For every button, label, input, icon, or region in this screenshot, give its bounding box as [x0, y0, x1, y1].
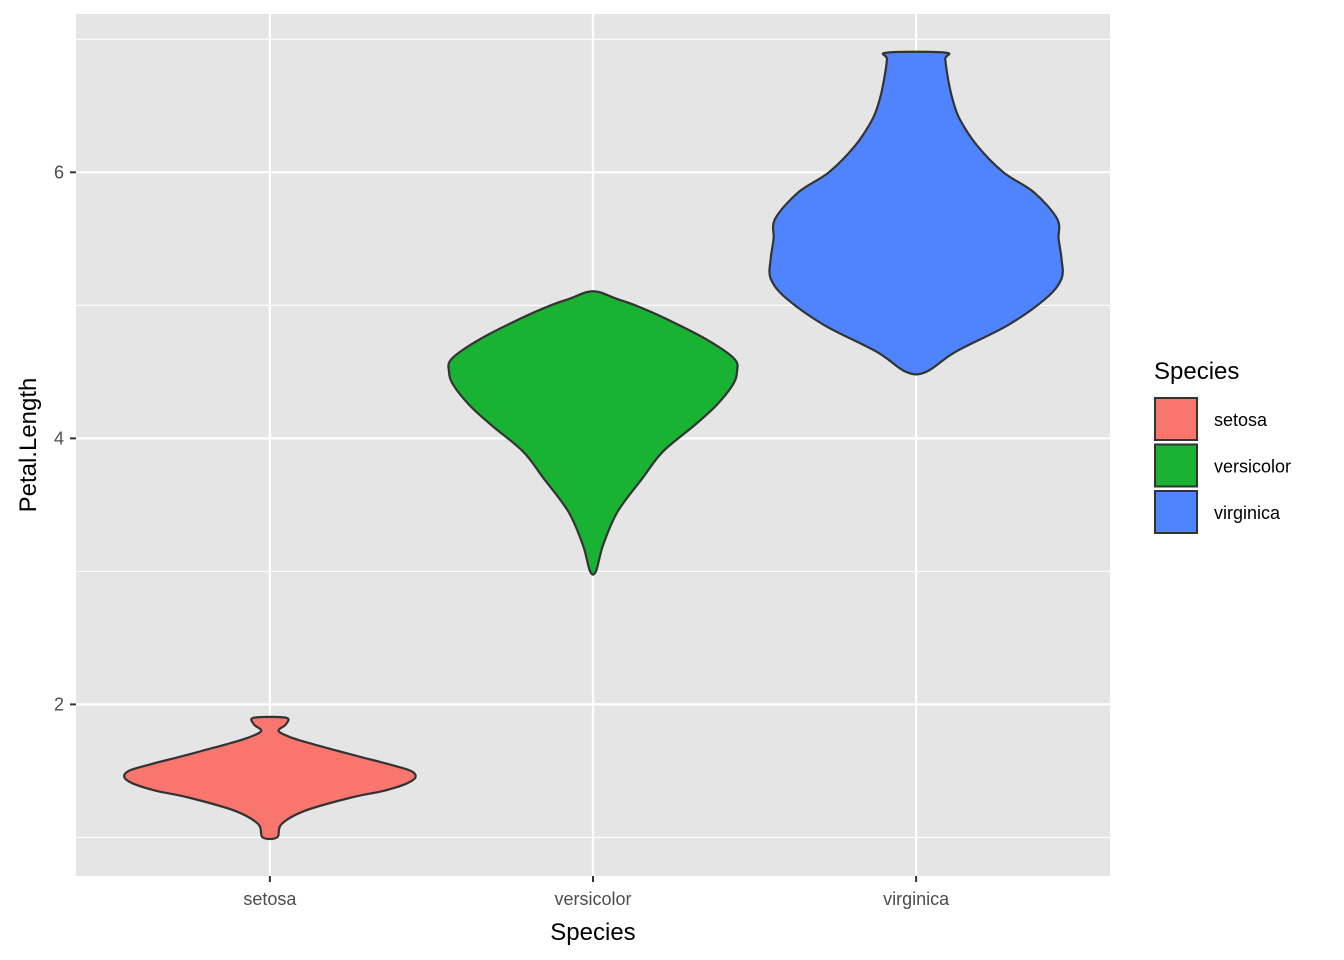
- violins: [123, 50, 1064, 841]
- x-tick-label: setosa: [243, 889, 297, 909]
- violin-versicolor: [447, 290, 739, 576]
- legend: Species setosa versicolor virginica: [1154, 358, 1291, 534]
- y-tick-label: 4: [54, 428, 64, 448]
- legend-label-setosa: setosa: [1214, 410, 1268, 430]
- x-axis-title: Species: [550, 919, 635, 946]
- x-tick-label: versicolor: [554, 889, 631, 909]
- legend-title: Species: [1154, 358, 1239, 385]
- x-tick-label: virginica: [883, 889, 950, 909]
- y-tick-label: 2: [54, 694, 64, 714]
- violin-setosa: [123, 715, 417, 841]
- y-axis-title: Petal.Length: [15, 378, 42, 513]
- y-tick-label: 6: [54, 162, 64, 182]
- legend-label-virginica: virginica: [1214, 503, 1281, 523]
- y-axis: 2 4 6: [54, 162, 76, 714]
- legend-key-virginica: [1154, 490, 1198, 534]
- legend-key-setosa: [1154, 397, 1198, 441]
- legend-items: setosa versicolor virginica: [1154, 397, 1291, 534]
- x-axis: setosa versicolor virginica: [243, 876, 950, 909]
- legend-key-versicolor: [1154, 443, 1198, 488]
- violin-virginica: [768, 50, 1064, 376]
- legend-label-versicolor: versicolor: [1214, 457, 1291, 477]
